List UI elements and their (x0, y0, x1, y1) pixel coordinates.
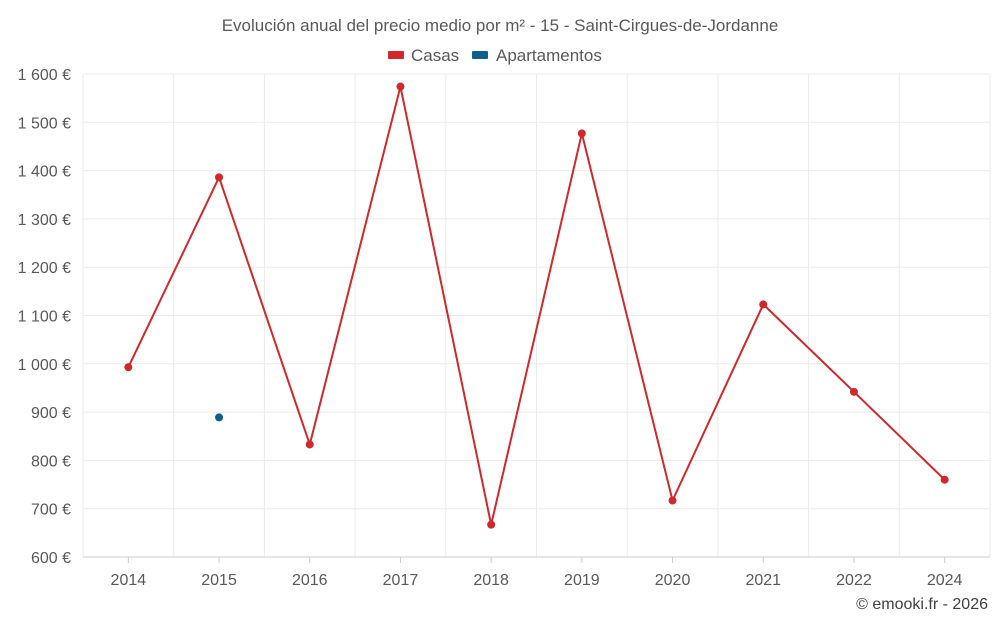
x-tick-label: 2024 (927, 572, 963, 589)
y-tick-label: 1 400 € (18, 164, 71, 181)
y-tick-label: 800 € (31, 453, 71, 470)
chart-title: Evolución anual del precio medio por m² … (222, 16, 779, 35)
x-tick-label: 2016 (292, 572, 328, 589)
data-point-casas[interactable] (215, 173, 224, 182)
x-axis-ticks: 2014 2015 2016 2017 2018 2019 2020 2021 2022 2024 (111, 557, 963, 589)
y-tick-label: 1 000 € (18, 357, 71, 374)
y-tick-label: 700 € (31, 502, 71, 519)
data-point-casas[interactable] (124, 363, 133, 372)
y-tick-label: 1 100 € (18, 309, 71, 326)
x-tick-label: 2014 (111, 572, 147, 589)
legend-label-apartamentos: Apartamentos (496, 46, 602, 65)
data-point-casas[interactable] (759, 300, 768, 309)
data-point-apartamentos[interactable] (215, 413, 224, 422)
legend-label-casas: Casas (411, 46, 459, 65)
legend: Casas Apartamentos (388, 46, 602, 65)
y-tick-label: 1 600 € (18, 67, 71, 84)
x-tick-label: 2021 (745, 572, 781, 589)
legend-item-apartamentos[interactable]: Apartamentos (472, 46, 602, 65)
legend-swatch-apartamentos (472, 51, 488, 59)
y-tick-label: 600 € (31, 550, 71, 567)
x-tick-label: 2017 (383, 572, 419, 589)
series (124, 82, 949, 529)
grid (82, 73, 991, 558)
y-tick-label: 1 300 € (18, 212, 71, 229)
y-tick-label: 900 € (31, 405, 71, 422)
data-point-casas[interactable] (396, 82, 405, 91)
legend-item-casas[interactable]: Casas (388, 46, 459, 65)
x-tick-label: 2019 (564, 572, 600, 589)
y-axis-ticks: 600 € 700 € 800 € 900 € 1 000 € 1 100 € 1 200 … (18, 67, 71, 567)
x-tick-label: 2018 (473, 572, 509, 589)
credit-text: © emooki.fr - 2026 (856, 596, 988, 613)
x-tick-label: 2020 (655, 572, 691, 589)
x-tick-label: 2022 (836, 572, 872, 589)
y-tick-label: 1 500 € (18, 115, 71, 132)
data-point-casas[interactable] (577, 129, 586, 138)
data-point-casas[interactable] (487, 520, 496, 529)
legend-swatch-casas (388, 51, 404, 59)
x-tick-label: 2015 (201, 572, 237, 589)
series-apartamentos (215, 413, 224, 422)
series-casas (124, 82, 949, 529)
y-tick-label: 1 200 € (18, 260, 71, 277)
data-point-casas[interactable] (305, 440, 314, 449)
data-point-casas[interactable] (849, 387, 858, 396)
data-point-casas[interactable] (668, 496, 677, 505)
series-line-casas (127, 85, 946, 526)
data-point-casas[interactable] (940, 475, 949, 484)
